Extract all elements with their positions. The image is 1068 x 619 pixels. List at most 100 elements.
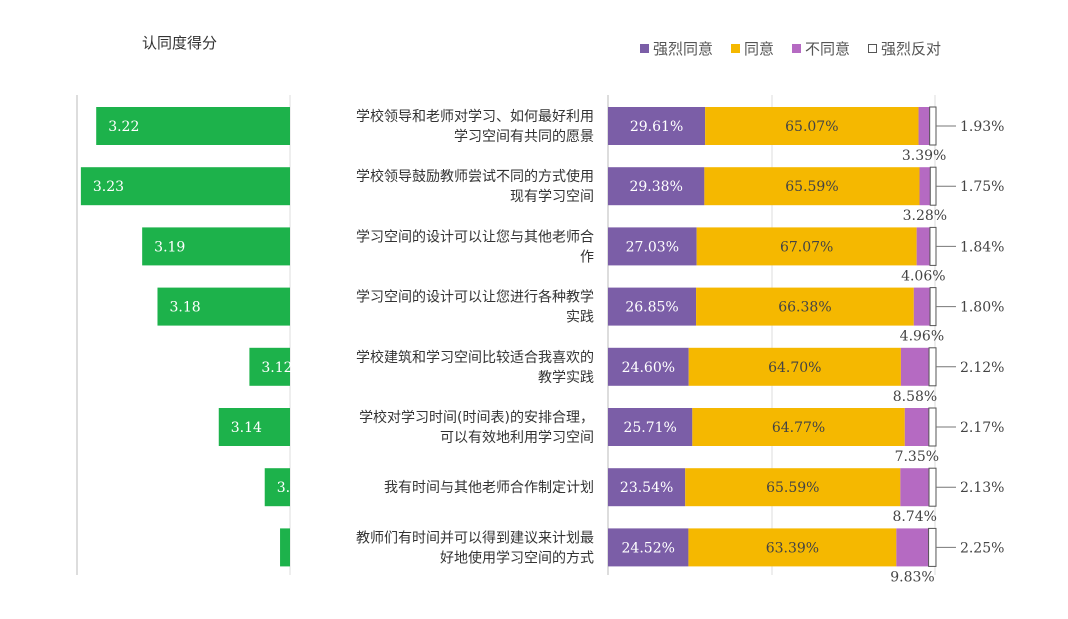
strongly-disagree-value-label: 2.25%	[960, 540, 1004, 556]
stacked-bar-segment	[929, 226, 937, 266]
disagree-value-label: 3.28%	[903, 208, 947, 224]
stacked-bar-segment	[685, 468, 901, 507]
legend-label-strongly-agree: 强烈同意	[653, 40, 714, 58]
legend-swatch-strongly-agree	[640, 44, 649, 53]
segment-value-label: 24.52%	[622, 540, 675, 556]
stacked-bar-segment	[608, 167, 705, 206]
strongly-disagree-value-label: 2.17%	[960, 420, 1004, 436]
segment-value-label: 65.59%	[766, 480, 819, 496]
stacked-bar-segment	[928, 527, 937, 567]
stacked-bar-segment	[929, 287, 937, 327]
stacked-bar-segment	[696, 227, 917, 266]
strongly-disagree-value-label: 2.13%	[960, 480, 1004, 496]
stacked-bar-segment	[928, 467, 937, 507]
category-label: 学校领导和老师对学习、如何最好利用	[356, 108, 594, 125]
category-label: 我有时间与其他老师合作制定计划	[384, 480, 594, 496]
stacked-bar-segment	[929, 106, 937, 146]
segment-value-label: 29.61%	[630, 119, 683, 135]
category-label: 学校对学习时间(时间表)的安排合理，	[359, 409, 594, 426]
score-bar-label: 3.10	[292, 540, 323, 556]
stacked-bar-segment	[608, 107, 706, 145]
disagree-value-label: 7.35%	[895, 449, 939, 465]
stacked-bar-segment	[928, 347, 937, 387]
score-bar-label: 3.18	[169, 300, 200, 316]
segment-value-label: 65.59%	[785, 179, 838, 195]
score-bar-label: 3.12	[261, 360, 292, 376]
stacked-bar-segment	[608, 528, 689, 567]
disagree-value-label: 4.96%	[900, 329, 944, 345]
stacked-bar-segment	[900, 468, 930, 507]
category-label: 学习空间有共同的愿景	[454, 129, 594, 145]
score-bar	[157, 287, 290, 326]
legend-item-agree: 同意	[731, 38, 774, 59]
segment-value-label: 64.77%	[772, 420, 825, 436]
category-label: 实践	[566, 310, 594, 326]
legend-item-strongly-agree: 强烈同意	[640, 38, 713, 59]
score-bar	[280, 528, 290, 567]
score-bar-label: 3.22	[108, 119, 139, 135]
score-bar-label: 3.19	[154, 239, 185, 255]
stacked-bar-segment	[704, 167, 920, 206]
legend-label-disagree: 不同意	[805, 40, 851, 58]
score-bar	[96, 107, 291, 145]
legend-label-strongly-disagree: 强烈反对	[881, 40, 942, 58]
stacked-bar-segment	[919, 167, 931, 206]
segment-value-label: 29.38%	[629, 179, 682, 195]
segment-value-label: 63.39%	[766, 540, 819, 556]
segment-value-label: 23.54%	[620, 480, 673, 496]
category-label: 好地使用学习空间的方式	[440, 549, 594, 566]
stacked-bar-segment	[688, 347, 901, 386]
segment-value-label: 64.70%	[768, 360, 821, 376]
segment-value-label: 26.85%	[625, 300, 678, 316]
segment-value-label: 27.03%	[626, 239, 679, 255]
strongly-disagree-value-label: 1.93%	[960, 119, 1004, 135]
disagree-value-label: 4.06%	[901, 268, 945, 284]
category-label: 可以有效地利用学习空间	[440, 430, 594, 446]
strongly-disagree-value-label: 1.75%	[960, 179, 1004, 195]
disagree-value-label: 9.83%	[890, 569, 934, 585]
score-bar-label: 3.23	[93, 179, 124, 195]
stacked-bar-segment	[692, 408, 905, 446]
stacked-bar-segment	[608, 287, 697, 326]
stacked-bar-segment	[608, 408, 693, 446]
segment-value-label: 65.07%	[785, 119, 838, 135]
score-bar	[142, 227, 290, 266]
legend-label-agree: 同意	[744, 40, 775, 58]
chart-legend: 强烈同意 同意 不同意 强烈反对	[640, 38, 959, 59]
stacked-bar-segment	[916, 227, 930, 266]
disagree-value-label: 8.58%	[893, 389, 937, 405]
category-label: 学习空间的设计可以让您与其他老师合	[356, 228, 594, 245]
segment-value-label: 24.60%	[622, 360, 675, 376]
segment-value-label: 66.38%	[778, 300, 831, 316]
score-bar	[249, 347, 290, 386]
disagree-value-label: 3.39%	[902, 148, 946, 164]
legend-swatch-strongly-disagree	[868, 44, 878, 53]
stacked-bar-segment	[608, 347, 689, 386]
stacked-bar-segment	[696, 287, 914, 326]
legend-swatch-disagree	[792, 44, 802, 53]
strongly-disagree-value-label: 1.84%	[960, 239, 1004, 255]
score-bar-label: 3.11	[277, 480, 308, 496]
score-bar	[80, 167, 290, 206]
legend-item-disagree: 不同意	[792, 38, 850, 59]
segment-value-label: 25.71%	[623, 420, 676, 436]
stacked-bar-segment	[904, 408, 929, 446]
stacked-bar-segment	[928, 407, 937, 447]
segment-value-label: 67.07%	[780, 239, 833, 255]
category-label: 教师们有时间并可以得到建议来计划最	[356, 529, 594, 546]
score-bar	[218, 408, 290, 446]
stacked-bar-segment	[688, 528, 897, 567]
stacked-bar-segment	[929, 166, 937, 206]
category-label: 教学实践	[538, 370, 594, 386]
strongly-disagree-value-label: 2.12%	[960, 360, 1004, 376]
category-label: 学习空间的设计可以让您进行各种教学	[356, 289, 594, 306]
left-chart-title: 认同度得分	[142, 34, 218, 52]
stacked-bar-segment	[608, 227, 697, 266]
stacked-bar-segment	[900, 347, 930, 386]
stacked-bar-segment	[913, 287, 931, 326]
category-label: 学校领导鼓励教师尝试不同的方式使用	[356, 168, 594, 185]
legend-swatch-agree	[731, 44, 741, 53]
stacked-bar-segment	[918, 107, 930, 145]
category-label: 作	[580, 249, 594, 265]
